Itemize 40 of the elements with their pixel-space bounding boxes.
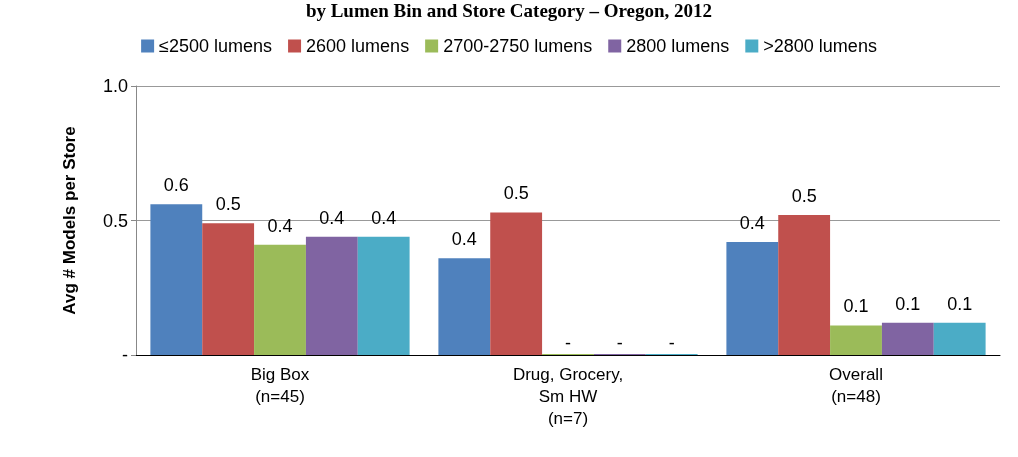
y-tick-label: 0.5	[102, 210, 128, 231]
data-label: 0.5	[503, 183, 529, 204]
bar	[881, 322, 934, 355]
y-axis-title: Avg # Models per Store	[60, 126, 79, 315]
data-label: -	[565, 333, 571, 353]
bar	[357, 236, 410, 355]
data-label: 0.4	[739, 213, 765, 234]
data-label: -	[668, 333, 675, 353]
bar	[933, 322, 986, 355]
legend-label: 2800 lumens	[626, 36, 730, 56]
data-label: 0.5	[215, 194, 241, 215]
chart-title: by Lumen Bin and Store Category – Oregon, 2012	[305, 0, 713, 21]
y-tick-label: 1.0	[102, 76, 128, 96]
x-tick-label: Drug, Grocery, Sm HW (n=7)	[512, 364, 624, 428]
bar	[438, 258, 491, 355]
data-label: -	[616, 333, 623, 353]
data-label: 0.6	[163, 175, 189, 196]
bar	[202, 223, 255, 355]
data-label: 0.4	[319, 207, 345, 228]
bar	[726, 242, 779, 355]
data-label: 0.4	[267, 215, 293, 236]
data-label: 0.4	[371, 207, 397, 228]
x-tick-label: Overall (n=48)	[829, 364, 883, 406]
data-label: 0.5	[791, 186, 817, 207]
bar	[490, 212, 543, 355]
bar	[254, 244, 306, 355]
y-tick-label: -	[122, 345, 128, 365]
bar	[305, 236, 358, 355]
legend-label: 2700-2750 lumens	[443, 36, 593, 56]
bar	[150, 204, 203, 355]
legend-label: ≤2500 lumens	[159, 36, 273, 56]
x-tick-label: Big Box (n=45)	[250, 364, 310, 406]
data-label: 0.1	[947, 293, 973, 314]
data-label: 0.4	[451, 229, 477, 250]
data-label: 0.1	[843, 296, 869, 317]
bar	[830, 325, 882, 355]
legend-label: 2600 lumens	[306, 36, 410, 56]
bar	[778, 215, 831, 355]
data-label: 0.1	[895, 293, 921, 314]
legend-label: >2800 lumens	[763, 36, 877, 56]
